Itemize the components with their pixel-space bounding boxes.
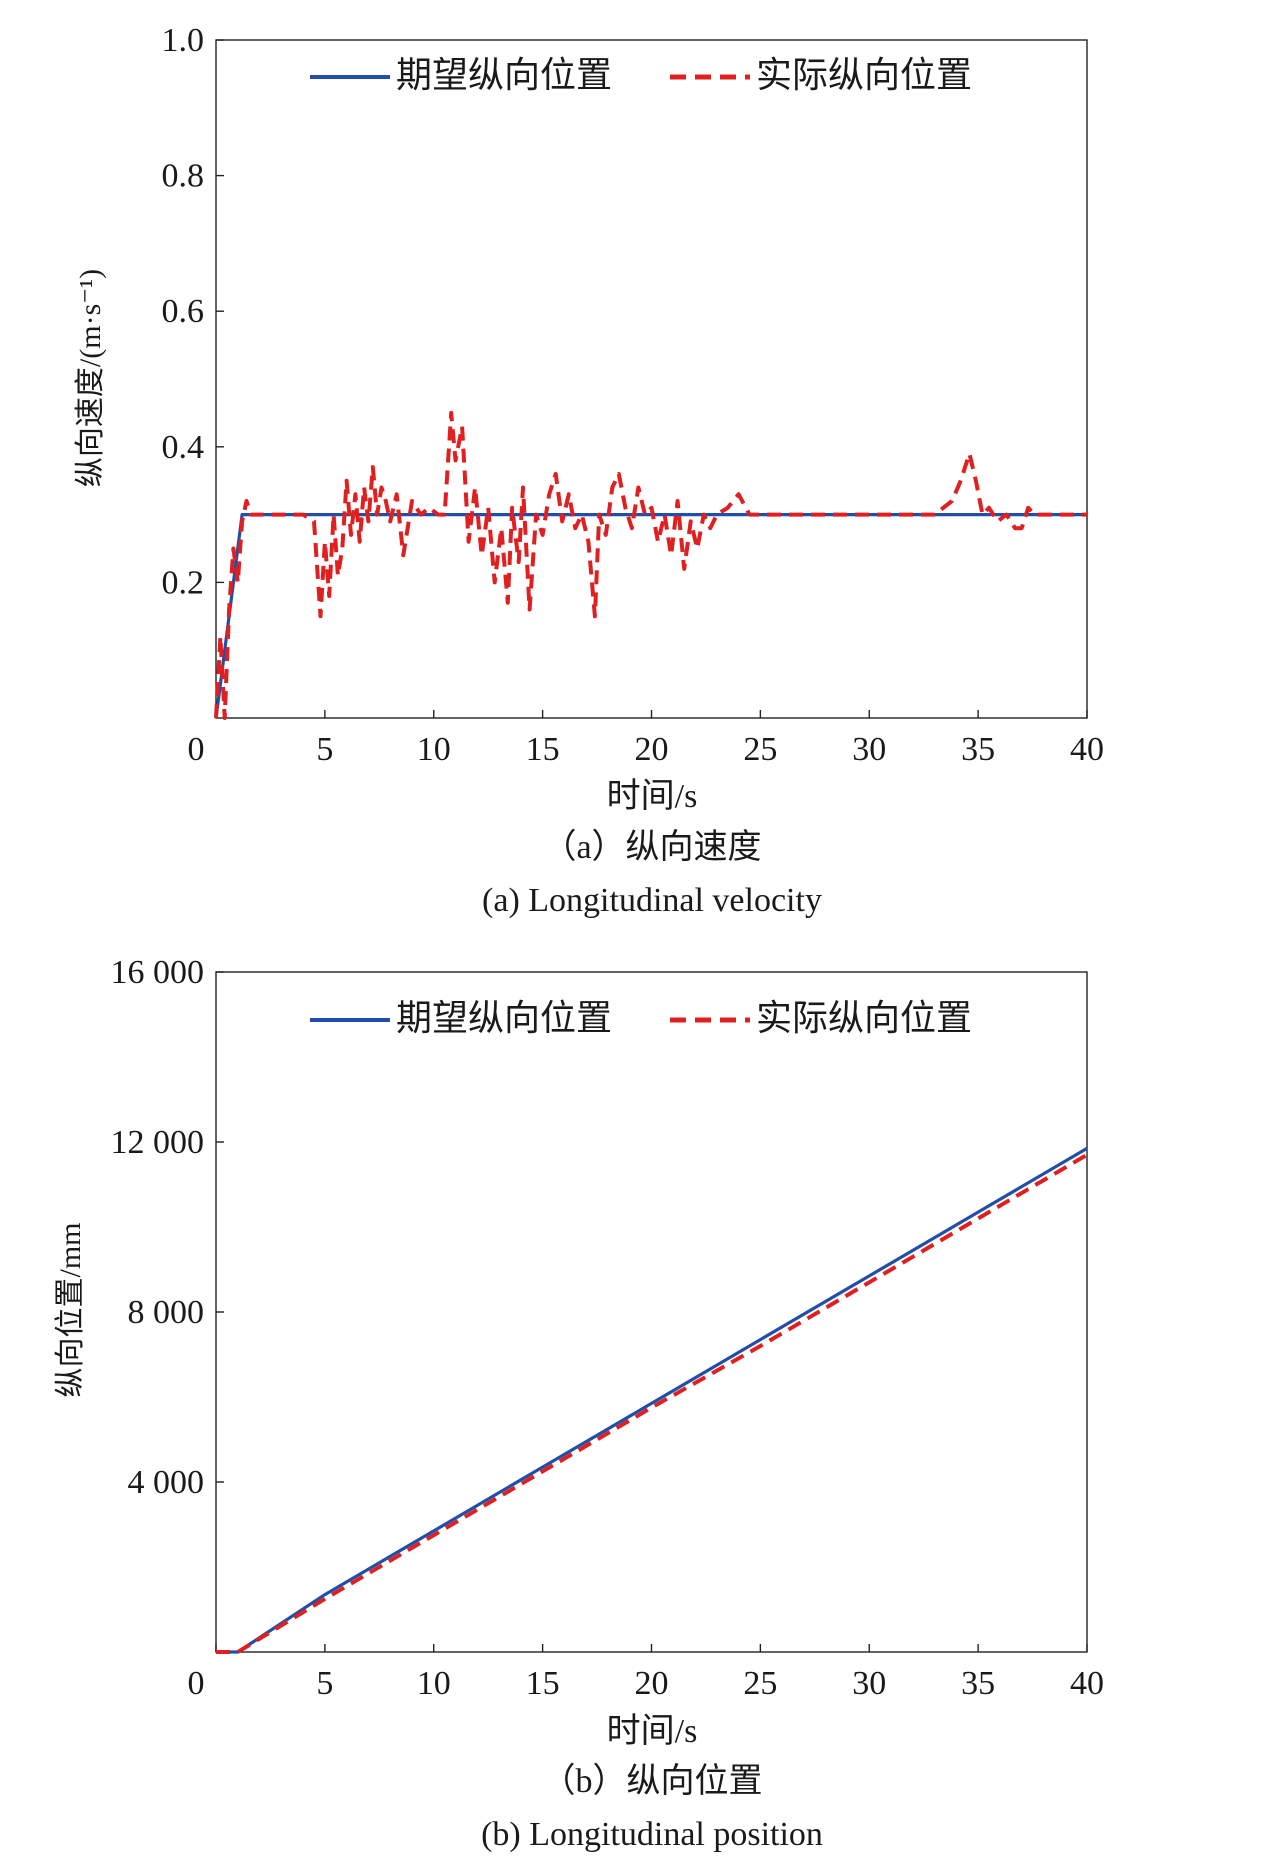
position-x-tick-label: 40 [1070,1665,1104,1702]
velocity-x-tick-label: 35 [961,731,995,768]
velocity-y-axis-label: 纵向速度/(m·s⁻¹) [74,269,107,487]
velocity-x-tick-label: 15 [526,731,560,768]
velocity-series-actual [214,410,1087,720]
position-x-tick-label: 30 [852,1665,886,1702]
velocity-series-desired [214,512,1087,719]
position-x-tick-label: 10 [417,1665,451,1702]
velocity-y-tick-label: 0.8 [162,158,205,195]
position-chart: 0 5 10 15 20 25 30 35 40 4 000 8 000 12 000 16 000 期望… [54,954,1104,1853]
position-series-desired [216,1147,1088,1654]
velocity-x-axis-label: 时间/s [607,778,698,815]
velocity-x-tick-label: 30 [852,731,886,768]
velocity-plot-frame [215,39,1088,719]
velocity-x-tick-label: 40 [1070,731,1104,768]
velocity-x-tick-label: 10 [417,731,451,768]
position-x-tick-label: 15 [526,1665,560,1702]
position-x-tick-label: 25 [743,1665,777,1702]
position-x-tick-label: 35 [961,1665,995,1702]
position-legend-label-desired: 期望纵向位置 [396,998,612,1038]
velocity-x-tick-label: 5 [316,731,333,768]
position-caption-zh: （b）纵向位置 [542,1762,763,1800]
velocity-legend: 期望纵向位置 实际纵向位置 [310,55,972,95]
position-caption-en: (b) Longitudinal position [481,1816,823,1853]
position-y-tick-label: 4 000 [128,1464,205,1501]
position-y-tick-label: 12 000 [111,1124,205,1161]
velocity-y-tick-label: 0.4 [162,429,205,466]
velocity-y-tick-label: 0.2 [162,564,205,601]
position-x-tick-label: 5 [316,1665,333,1702]
position-plot-frame [215,971,1088,1653]
velocity-legend-label-actual: 实际纵向位置 [756,55,972,95]
position-x-tick-label: 0 [188,1665,205,1702]
velocity-y-tick-label: 1.0 [162,22,205,59]
velocity-caption-zh: （a）纵向速度 [542,828,761,866]
position-x-axis-label: 时间/s [607,1713,698,1750]
position-series-actual [216,1153,1089,1654]
velocity-legend-label-desired: 期望纵向位置 [396,55,612,95]
position-legend-label-actual: 实际纵向位置 [756,998,972,1038]
position-y-tick-label: 8 000 [128,1294,205,1331]
position-x-tick-label: 20 [635,1665,669,1702]
velocity-chart: 0 5 10 15 20 25 30 35 40 0.2 0.4 0.6 0.8 1.0 期望纵向位置 实际纵… [74,22,1104,919]
velocity-x-tick-label: 20 [635,731,669,768]
position-y-axis-label: 纵向位置/mm [54,1222,87,1397]
position-legend: 期望纵向位置 实际纵向位置 [310,998,972,1038]
velocity-x-tick-label: 0 [188,731,205,768]
position-plot-area: 0 5 10 15 20 25 30 35 40 4 000 8 000 12 000 16 000 期望… [111,954,1105,1702]
velocity-y-tick-label: 0.6 [162,293,205,330]
velocity-caption-en: (a) Longitudinal velocity [482,882,822,919]
position-y-tick-label: 16 000 [111,954,205,991]
velocity-plot-area: 0 5 10 15 20 25 30 35 40 0.2 0.4 0.6 0.8 1.0 期望纵向位置 实际纵… [162,22,1105,768]
velocity-x-tick-label: 25 [743,731,777,768]
